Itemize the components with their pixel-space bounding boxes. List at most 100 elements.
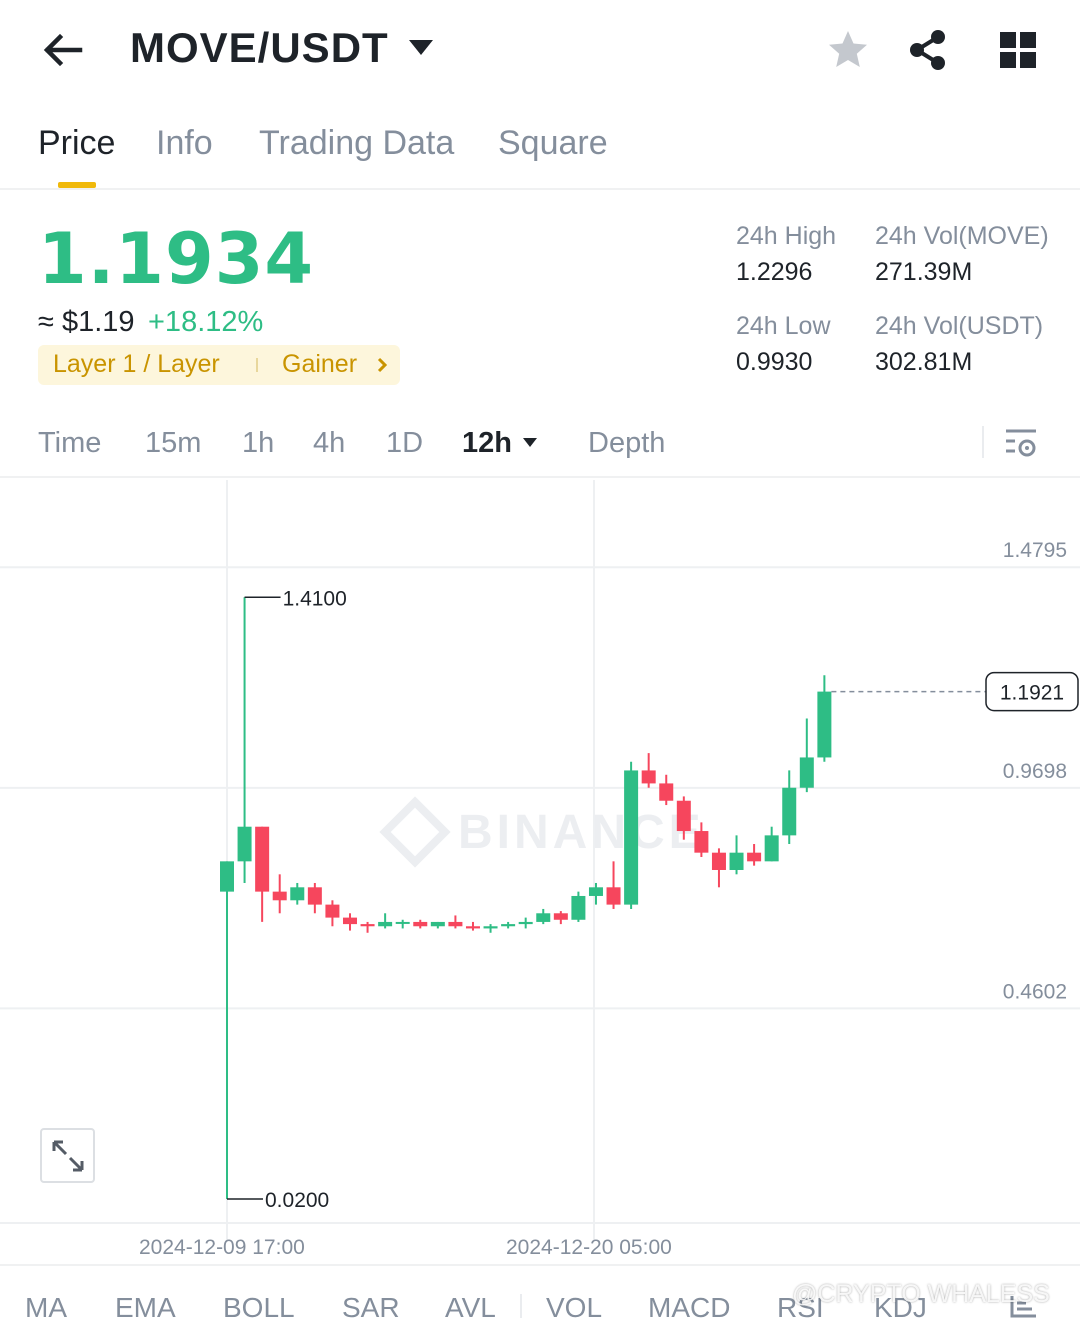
- low-label: 24h Low: [736, 312, 831, 340]
- approx-usd-price: ≈ $1.19: [38, 306, 135, 338]
- high-value: 1.2296: [736, 258, 813, 286]
- candle-body: [448, 921, 463, 927]
- indicator-bar: MA EMA BOLL SAR AVL VOL MACD RSI KDJ: [0, 1264, 1080, 1318]
- indicator-sar[interactable]: SAR: [342, 1292, 400, 1318]
- indicator-macd[interactable]: MACD: [648, 1292, 731, 1318]
- tab-trading-data[interactable]: Trading Data: [259, 124, 455, 162]
- tab-price[interactable]: Price: [38, 124, 116, 162]
- chart-settings-icon[interactable]: [1002, 424, 1040, 462]
- interval-depth[interactable]: Depth: [588, 427, 666, 459]
- candle-body: [676, 800, 691, 832]
- candle-body: [395, 921, 410, 924]
- category-tags[interactable]: Layer 1 / Layer Gainer: [38, 345, 400, 385]
- y-axis-tick-label: 1.4795: [1003, 539, 1067, 562]
- price-change-percent: +18.12%: [148, 306, 264, 338]
- candle-body: [378, 921, 393, 927]
- interval-bar: Time 15m 1h 4h 1D 12h Depth: [0, 412, 1080, 478]
- x-axis-date-label: 2024-12-09 17:00: [139, 1236, 305, 1259]
- favorite-star-icon[interactable]: [826, 28, 870, 72]
- x-axis-date-label: 2024-12-20 05:00: [506, 1236, 672, 1259]
- candle-body: [360, 924, 375, 927]
- candle-body: [588, 887, 603, 896]
- candlestick-chart[interactable]: BINANCE 1.4795 0.9698 0.4602 1.4100 0.0200 1.…: [0, 480, 1080, 1260]
- candle-body: [764, 835, 779, 862]
- candle-body: [571, 895, 586, 920]
- grid-menu-icon[interactable]: [996, 28, 1040, 72]
- page-tabs: Price Info Trading Data Square: [0, 110, 1080, 190]
- indicator-kdj[interactable]: KDJ: [874, 1292, 927, 1318]
- indicator-ema[interactable]: EMA: [115, 1292, 176, 1318]
- indicator-boll[interactable]: BOLL: [223, 1292, 295, 1318]
- active-tab-indicator: [58, 182, 96, 188]
- candle-body: [255, 826, 270, 892]
- candle-body: [711, 852, 726, 870]
- candle-body: [342, 917, 357, 925]
- candle-body: [817, 691, 832, 758]
- candle-body: [606, 887, 621, 905]
- y-axis-tick-label: 0.4602: [1003, 980, 1067, 1003]
- max-price-label: 1.4100: [283, 587, 347, 610]
- indicator-ma[interactable]: MA: [25, 1292, 67, 1318]
- candle-body: [465, 926, 480, 929]
- top-bar: MOVE/USDT: [0, 0, 1080, 100]
- candle-body: [413, 921, 428, 927]
- candle-body: [220, 861, 234, 892]
- share-icon[interactable]: [906, 28, 950, 72]
- y-axis-tick-label: 0.9698: [1003, 760, 1067, 783]
- candle-body: [641, 770, 656, 784]
- vol-base-value: 271.39M: [875, 258, 973, 286]
- candle-body: [694, 831, 709, 853]
- candle-body: [272, 891, 287, 901]
- chevron-right-icon: [374, 356, 390, 374]
- expand-chart-icon[interactable]: [40, 1128, 95, 1183]
- interval-time[interactable]: Time: [38, 427, 102, 459]
- credit-watermark: @CRYPTO WHALESS: [792, 1280, 1050, 1308]
- indicator-settings-icon[interactable]: [1008, 1294, 1038, 1318]
- candle-body: [659, 783, 674, 801]
- tag-sector: Layer 1 / Layer: [53, 350, 220, 378]
- back-arrow-icon[interactable]: [40, 28, 84, 72]
- tab-square[interactable]: Square: [498, 124, 608, 162]
- candle-body: [325, 904, 340, 918]
- candle-body: [307, 887, 322, 905]
- vol-base-label: 24h Vol(MOVE): [875, 222, 1049, 250]
- last-price: 1.1934: [38, 218, 315, 300]
- candle-body: [553, 913, 568, 920]
- candle-body: [536, 913, 551, 922]
- vol-quote-value: 302.81M: [875, 348, 973, 376]
- pair-selector[interactable]: MOVE/USDT: [130, 24, 389, 71]
- candle-body: [483, 926, 498, 929]
- indicator-rsi[interactable]: RSI: [777, 1292, 824, 1318]
- tag-divider: [256, 358, 258, 372]
- last-price-badge: [985, 671, 1079, 712]
- divider: [520, 1294, 522, 1318]
- last-price-badge-label: 1.1921: [1000, 682, 1064, 705]
- interval-4h[interactable]: 4h: [313, 427, 346, 459]
- indicator-avl[interactable]: AVL: [445, 1292, 496, 1318]
- interval-12h[interactable]: 12h: [462, 427, 512, 459]
- watermark-text: BINANCE: [458, 806, 705, 859]
- candle-body: [799, 757, 814, 788]
- candle-body: [624, 770, 639, 905]
- low-value: 0.9930: [736, 348, 813, 376]
- min-price-label: 0.0200: [265, 1189, 329, 1212]
- candle-body: [290, 887, 305, 901]
- interval-1h[interactable]: 1h: [242, 427, 275, 459]
- tab-info[interactable]: Info: [156, 124, 213, 162]
- divider: [982, 426, 984, 458]
- interval-15m[interactable]: 15m: [145, 427, 202, 459]
- indicator-vol[interactable]: VOL: [546, 1292, 603, 1318]
- high-label: 24h High: [736, 222, 837, 250]
- interval-1d[interactable]: 1D: [386, 427, 424, 459]
- candle-body: [430, 921, 445, 927]
- candle-body: [747, 852, 762, 862]
- candle-body: [729, 852, 744, 870]
- vol-quote-label: 24h Vol(USDT): [875, 312, 1044, 340]
- candle-body: [518, 921, 533, 925]
- watermark-logo: [379, 796, 451, 868]
- candle-body: [237, 826, 252, 862]
- caret-down-icon[interactable]: [408, 38, 434, 58]
- tag-gainer: Gainer: [282, 350, 358, 378]
- caret-down-icon[interactable]: [522, 436, 538, 448]
- candle-body: [782, 787, 797, 836]
